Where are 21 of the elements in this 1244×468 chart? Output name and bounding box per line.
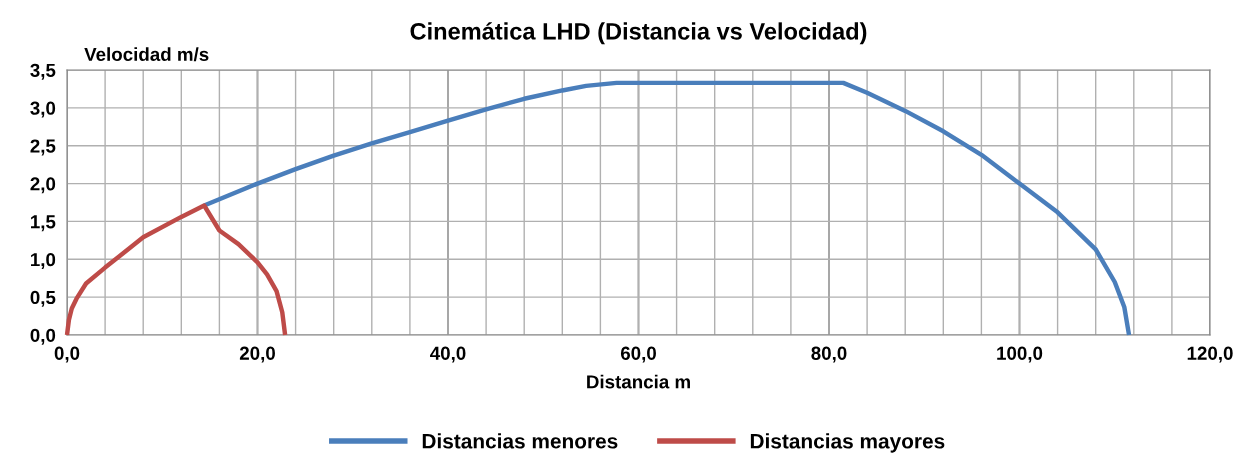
x-axis-title: Distancia m [587, 374, 690, 389]
chart-title: Cinemática LHD (Distancia vs Velocidad) [410, 22, 867, 45]
y-tick-label: 3,0 [30, 101, 56, 118]
y-tick-label: 2,5 [30, 139, 56, 156]
y-tick-label: 1,0 [31, 252, 56, 269]
y-tick-label: 3,5 [30, 63, 56, 80]
y-tick-label: 0,0 [30, 328, 56, 345]
legend-label: Distancias menores [422, 433, 618, 449]
x-tick-label: 80,0 [811, 346, 847, 363]
legend-label: Distancias mayores [750, 433, 945, 453]
x-tick-label: 0,0 [54, 346, 80, 363]
x-tick-label: 20,0 [239, 346, 275, 363]
x-tick-label: 100,0 [997, 346, 1043, 363]
y-tick-label: 0,5 [30, 290, 56, 307]
y-axis-title: Velocidad m/s [84, 47, 209, 62]
x-tick-label: 120,0 [1187, 346, 1233, 363]
x-tick-label: 60,0 [620, 346, 656, 363]
line-series [64, 203, 288, 338]
y-tick-label: 1,5 [31, 215, 56, 232]
x-tick-label: 40,0 [430, 346, 466, 363]
y-tick-label: 2,0 [30, 177, 56, 194]
